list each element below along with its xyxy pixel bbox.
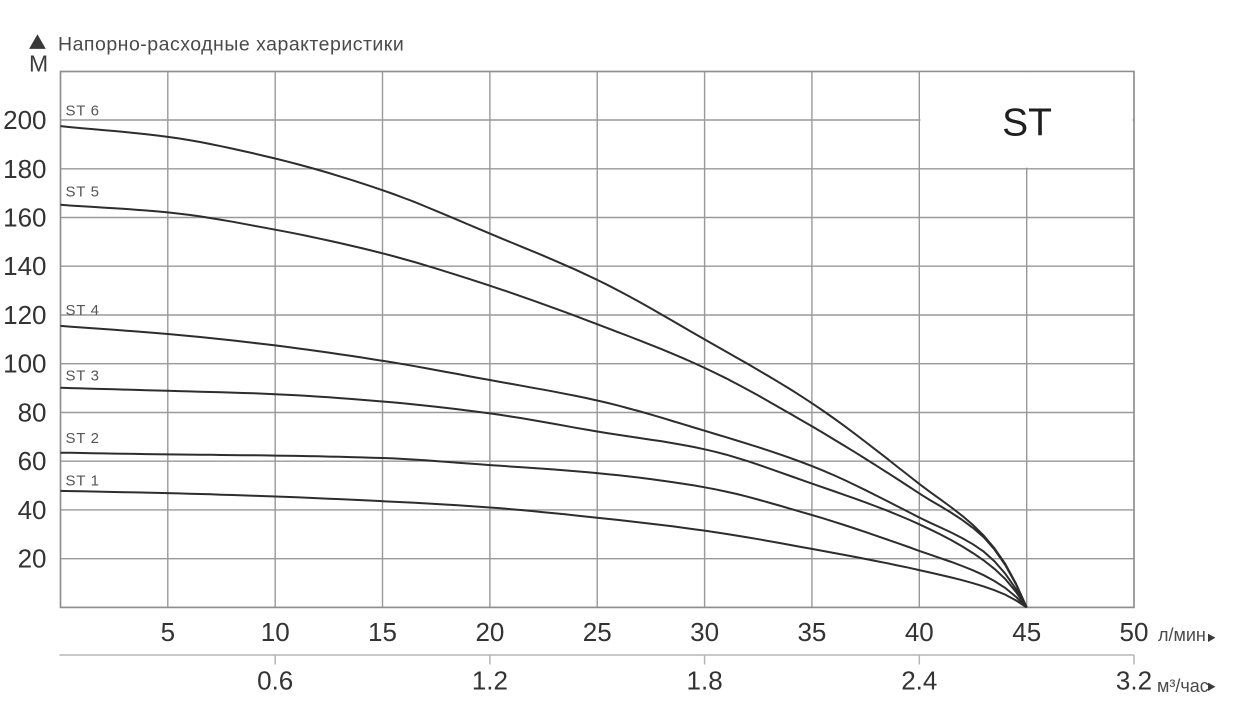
svg-text:л/мин: л/мин [1158, 625, 1206, 645]
svg-text:30: 30 [690, 617, 719, 647]
svg-text:М: М [29, 51, 48, 77]
svg-text:160: 160 [3, 203, 46, 233]
svg-text:ST 2: ST 2 [66, 430, 100, 447]
svg-text:ST 4: ST 4 [66, 302, 100, 319]
svg-text:10: 10 [261, 617, 290, 647]
svg-text:1.8: 1.8 [687, 666, 723, 696]
svg-text:3.2: 3.2 [1116, 666, 1152, 696]
svg-text:100: 100 [3, 349, 46, 379]
svg-text:15: 15 [368, 617, 397, 647]
svg-text:50: 50 [1120, 617, 1149, 647]
svg-text:Напорно-расходные характеристи: Напорно-расходные характеристики [58, 34, 404, 56]
svg-text:80: 80 [18, 398, 47, 428]
svg-text:120: 120 [3, 300, 46, 330]
svg-text:40: 40 [905, 617, 934, 647]
svg-text:ST 5: ST 5 [66, 184, 100, 201]
svg-text:ST: ST [1002, 102, 1052, 145]
svg-text:45: 45 [1012, 617, 1041, 647]
svg-text:0.6: 0.6 [257, 666, 293, 696]
svg-text:2.4: 2.4 [901, 666, 937, 696]
svg-text:5: 5 [161, 617, 175, 647]
svg-text:м³/час: м³/час [1157, 676, 1209, 696]
svg-text:1.2: 1.2 [472, 666, 508, 696]
svg-text:60: 60 [18, 446, 47, 476]
svg-text:20: 20 [18, 544, 47, 574]
svg-text:ST 3: ST 3 [66, 368, 100, 385]
svg-text:140: 140 [3, 251, 46, 281]
svg-text:180: 180 [3, 154, 46, 184]
svg-text:35: 35 [797, 617, 826, 647]
svg-text:20: 20 [475, 617, 504, 647]
svg-text:ST 1: ST 1 [66, 473, 100, 490]
svg-text:25: 25 [583, 617, 612, 647]
svg-text:ST 6: ST 6 [66, 103, 100, 120]
svg-text:200: 200 [3, 105, 46, 135]
svg-text:40: 40 [18, 495, 47, 525]
